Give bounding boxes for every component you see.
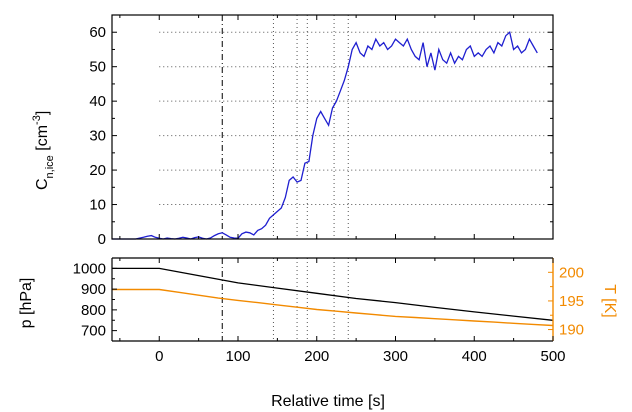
bottom-ylabel-left: p [hPa] bbox=[18, 278, 35, 329]
top-frame bbox=[111, 14, 554, 240]
top-ylabel: Cn,ice [cm-3] bbox=[31, 111, 56, 190]
bottom-panel: 700 800 900 1000 190 195 200 0 100 200 300 400 500 bbox=[73, 257, 584, 365]
top-ylabel-sub: n,ice bbox=[44, 155, 56, 178]
bottom-xtick-label: 500 bbox=[540, 348, 565, 365]
top-ytick-label: 60 bbox=[89, 24, 106, 41]
bottom-ytick-right-label: 195 bbox=[559, 293, 584, 310]
top-ytick-label: 50 bbox=[89, 59, 106, 76]
top-ytick-label: 20 bbox=[89, 162, 106, 179]
bottom-ytick-left-label: 1000 bbox=[73, 260, 106, 277]
bottom-ytick-right-label: 190 bbox=[559, 322, 584, 339]
bottom-ytick-left-label: 900 bbox=[81, 281, 106, 298]
top-ylabel-close: ] bbox=[34, 111, 51, 115]
bottom-xtick-label: 200 bbox=[304, 348, 329, 365]
top-ylabel-main: C bbox=[34, 178, 51, 190]
bottom-xtick-label: 0 bbox=[155, 348, 163, 365]
top-ylabel-unit: [cm bbox=[34, 125, 51, 151]
bottom-ytick-right-label: 200 bbox=[559, 264, 584, 281]
top-ylabel-sup: -3 bbox=[31, 115, 43, 125]
top-ytick-label: 0 bbox=[98, 231, 106, 248]
bottom-xtick-label: 100 bbox=[225, 348, 250, 365]
bottom-ytick-left-label: 800 bbox=[81, 302, 106, 319]
bottom-xtick-label: 300 bbox=[383, 348, 408, 365]
bottom-xtick-label: 400 bbox=[462, 348, 487, 365]
top-ytick-label: 10 bbox=[89, 197, 106, 214]
temperature-line bbox=[112, 288, 554, 327]
pressure-line bbox=[112, 267, 554, 321]
bottom-ytick-left-label: 700 bbox=[81, 323, 106, 340]
top-ytick-label: 30 bbox=[89, 128, 106, 145]
bottom-xlabel: Relative time [s] bbox=[271, 393, 385, 410]
top-series-line bbox=[112, 30, 538, 240]
top-panel: 0 10 20 30 40 50 60 bbox=[89, 14, 554, 248]
top-ytick-label: 40 bbox=[89, 93, 106, 110]
bottom-ylabel-right: T [K] bbox=[601, 284, 618, 318]
